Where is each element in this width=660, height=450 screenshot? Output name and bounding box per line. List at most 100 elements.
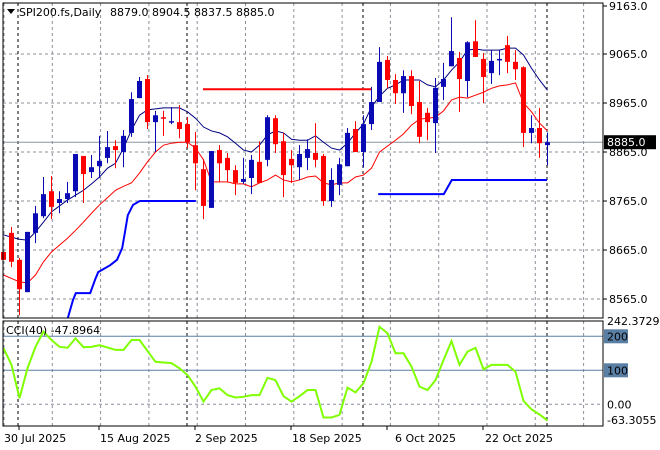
price-panel-frame xyxy=(2,2,604,319)
cci-axis-label: -63.3055 xyxy=(607,414,656,427)
bear-candle-body xyxy=(417,102,422,137)
current-price-label: 8885.0 xyxy=(607,136,646,149)
cci-panel: 242.3729 200 100 0.00 -63.3055 xyxy=(2,315,660,427)
bear-candle-body xyxy=(537,128,542,144)
bull-candle-body xyxy=(401,76,406,94)
bear-candle-body xyxy=(193,145,198,164)
x-tick-label: 6 Oct 2025 xyxy=(395,432,456,445)
support-step xyxy=(66,200,196,319)
bear-candle-body xyxy=(313,153,318,160)
current-price-tag xyxy=(604,135,656,150)
bear-candle-body xyxy=(81,155,86,175)
bull-candle-body xyxy=(97,160,102,167)
bull-candle-body xyxy=(433,87,438,124)
bull-candle-body xyxy=(137,80,142,99)
cci-axis-label: 100 xyxy=(607,364,628,377)
bull-candle-body xyxy=(529,128,534,133)
bear-candle-body xyxy=(217,150,222,164)
bull-candle-body xyxy=(449,51,454,67)
bear-candle-body xyxy=(113,146,118,151)
bear-candle-body xyxy=(321,155,326,202)
y-tick-label: 8965.0 xyxy=(609,97,648,110)
symbol-timeframe: SPI200.fs,Daily xyxy=(19,6,102,19)
bear-candle-body xyxy=(513,61,518,70)
bear-candle-body xyxy=(409,76,414,106)
x-tick-label: 2 Sep 2025 xyxy=(195,432,258,445)
bull-candle-body xyxy=(265,117,270,160)
bear-candle-body xyxy=(521,67,526,133)
ohlc-values: 8879.0 8904.5 8837.5 8885.0 xyxy=(110,6,274,19)
bear-candle-body xyxy=(161,117,166,119)
bull-candle-body xyxy=(25,231,30,293)
bear-candle-body xyxy=(505,45,510,62)
cci-level-tag xyxy=(604,363,628,378)
y-tick-label: 9163.0 xyxy=(609,0,648,13)
bear-candle-body xyxy=(177,122,182,129)
bull-candle-body xyxy=(41,194,46,217)
bear-candle-body xyxy=(385,59,390,80)
bull-candle-body xyxy=(361,124,366,153)
candles xyxy=(1,17,550,316)
cci-axis-label: 200 xyxy=(607,330,628,343)
bull-candle-body xyxy=(153,115,158,123)
bull-candle-body xyxy=(329,179,334,202)
bear-candle-body xyxy=(185,124,190,143)
dropdown-triangle-icon[interactable] xyxy=(7,9,15,14)
cci-axis-label: 0.00 xyxy=(607,398,632,411)
bull-candle-body xyxy=(345,132,350,167)
bull-candle-body xyxy=(377,61,382,103)
ma_slow-line xyxy=(3,82,548,284)
bull-candle-body xyxy=(489,60,494,74)
cci-axis-label: 242.3729 xyxy=(607,315,660,328)
bear-candle-body xyxy=(425,112,430,123)
bear-candle-body xyxy=(233,170,238,183)
bear-candle-body xyxy=(225,157,230,171)
bull-candle-body xyxy=(497,58,502,61)
bear-candle-body xyxy=(393,79,398,94)
bear-candle-body xyxy=(473,41,478,57)
y-tick-label: 8865.0 xyxy=(609,146,648,159)
y-tick-label: 8565.0 xyxy=(609,293,648,306)
bear-candle-body xyxy=(273,118,278,145)
bull-candle-body xyxy=(73,153,78,192)
y-tick-label: 9065.0 xyxy=(609,48,648,61)
x-tick-label: 18 Sep 2025 xyxy=(292,432,362,445)
support-step-2 xyxy=(378,178,547,196)
bear-candle-body xyxy=(457,57,462,80)
y-tick-label: 8765.0 xyxy=(609,195,648,208)
bull-candle-body xyxy=(121,135,126,153)
cci-line xyxy=(2,324,549,422)
y-tick-label: 8665.0 xyxy=(609,244,648,257)
axes: 9163.0 9065.0 8965.0 8865.0 8765.0 8665.0 8565… xyxy=(4,0,656,445)
bull-candle-body xyxy=(241,178,246,182)
x-tick-label: 22 Oct 2025 xyxy=(485,432,553,445)
bull-candle-body xyxy=(297,153,302,168)
bull-candle-body xyxy=(369,102,374,125)
bull-candle-body xyxy=(545,142,550,146)
bear-candle-body xyxy=(481,58,486,78)
bull-candle-body xyxy=(169,121,174,123)
bear-candle-body xyxy=(49,191,54,207)
chart-header: SPI200.fs,Daily 8879.0 8904.5 8837.5 888… xyxy=(7,6,274,19)
bull-candle-body xyxy=(249,159,254,178)
bear-candle-body xyxy=(201,169,206,206)
cci-level-tag xyxy=(604,329,628,344)
cci-panel-frame xyxy=(2,320,604,427)
bull-candle-body xyxy=(209,151,214,208)
bull-candle-body xyxy=(441,79,446,87)
bear-candle-body xyxy=(9,232,14,262)
bear-candle-body xyxy=(145,79,150,123)
x-tick-label: 15 Aug 2025 xyxy=(100,432,170,445)
bull-candle-body xyxy=(33,213,38,233)
bear-candle-body xyxy=(353,128,358,153)
bull-candle-body xyxy=(337,164,342,185)
cci-label: CCI(40) -47.8964 xyxy=(6,324,100,337)
bull-candle-body xyxy=(129,99,134,133)
x-tick-label: 30 Jul 2025 xyxy=(4,432,66,445)
bear-candle-body xyxy=(257,161,262,183)
bull-candle-body xyxy=(105,147,110,158)
bear-candle-body xyxy=(289,158,294,166)
bull-candle-body xyxy=(65,193,70,200)
